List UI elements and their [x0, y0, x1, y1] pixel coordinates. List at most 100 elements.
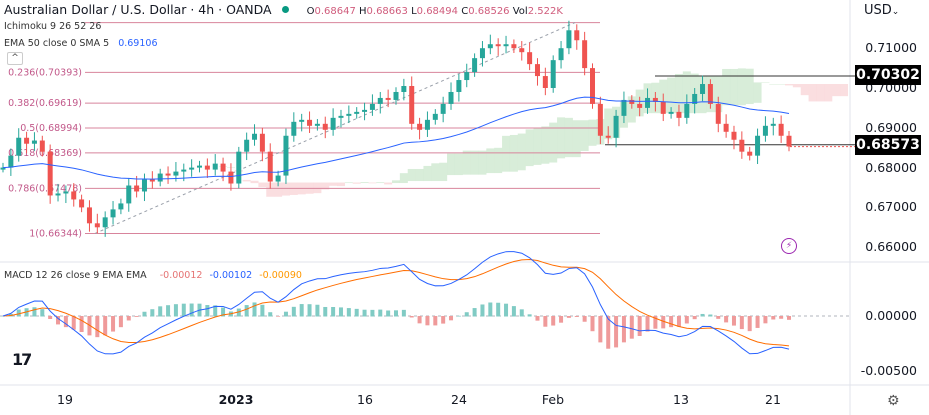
ichimoku-cloud	[219, 68, 849, 197]
symbol-legend[interactable]: Australian Dollar / U.S. Dollar · 4h · O…	[4, 2, 563, 17]
macd-histogram-bar	[362, 309, 367, 317]
candle	[204, 165, 210, 170]
macd-histogram-bar	[48, 316, 53, 319]
macd-histogram-bar	[488, 302, 493, 317]
cloud-segment	[368, 182, 377, 184]
macd-histogram-bar	[268, 312, 273, 317]
cloud-segment	[557, 117, 566, 159]
horizontal-levels[interactable]	[605, 75, 855, 148]
cloud-segment	[502, 135, 511, 172]
cloud-segment	[431, 163, 440, 182]
time-tick: 21	[765, 392, 781, 407]
macd-histogram-bar	[700, 313, 705, 317]
macd-histogram-bar	[118, 316, 123, 328]
candle	[660, 101, 666, 114]
ichimoku-legend[interactable]: Ichimoku 9 26 52 26	[4, 21, 102, 32]
macd-histogram-bar	[32, 307, 37, 317]
chevron-up-icon[interactable]: ^	[7, 52, 23, 65]
candle	[63, 191, 69, 194]
macd-histogram-bar	[676, 316, 681, 327]
macd-histogram-bar	[158, 306, 163, 317]
candle	[338, 115, 344, 118]
macd-value: -0.00012	[159, 270, 203, 281]
candle	[464, 72, 470, 81]
candle	[472, 58, 478, 73]
price-tick: 0.66000	[865, 239, 917, 255]
cloud-segment	[329, 182, 338, 186]
cloud-segment	[258, 182, 267, 188]
candle	[8, 155, 14, 168]
cloud-segment	[415, 168, 424, 182]
candle	[346, 113, 352, 116]
cloud-segment	[376, 182, 385, 184]
price-tick: 0.69000	[865, 119, 917, 135]
macd-histogram-bar	[56, 316, 61, 325]
candle	[527, 52, 533, 65]
tradingview-logo[interactable]: 17	[12, 350, 32, 369]
macd-histogram-bar	[449, 316, 454, 321]
cloud-segment	[478, 150, 487, 175]
cloud-segment	[580, 120, 589, 151]
candle	[739, 139, 745, 152]
symbol-title: Australian Dollar / U.S. Dollar · 4h · O…	[4, 2, 272, 17]
macd-histogram-bar	[299, 304, 304, 317]
candle	[432, 113, 438, 120]
macd-tick: -0.00500	[860, 363, 917, 378]
macd-histogram-bar	[346, 308, 351, 317]
macd-histogram-bar	[441, 316, 446, 324]
cloud-segment	[399, 173, 408, 184]
macd-histogram-bar	[63, 316, 68, 328]
cloud-segment	[274, 182, 283, 197]
macd-histogram-bar	[724, 316, 729, 323]
ema-legend[interactable]: EMA 50 close 0 SMA 5 0.69106	[4, 38, 158, 49]
candle	[652, 97, 658, 102]
ohlc-values: O0.68647 H0.68663 L0.68494 C0.68526 Vol2…	[306, 6, 563, 17]
macd-histogram-bar	[252, 302, 257, 317]
candle	[707, 84, 713, 104]
cloud-segment	[604, 108, 613, 140]
macd-histogram-bar	[755, 316, 760, 328]
cloud-segment	[785, 84, 793, 86]
cloud-segment	[462, 150, 471, 175]
macd-histogram-bar	[456, 315, 461, 317]
cloud-segment	[753, 82, 762, 103]
time-tick: 2023	[218, 392, 254, 407]
macd-histogram-bar	[653, 316, 658, 329]
gear-icon[interactable]: ⚙	[887, 393, 900, 409]
cloud-segment	[745, 68, 754, 105]
macd-histogram-bar	[291, 306, 296, 317]
candle	[212, 163, 218, 170]
candle	[228, 171, 234, 184]
cloud-segment	[714, 76, 723, 113]
candle	[629, 99, 635, 104]
macd-histogram-bar	[779, 316, 784, 319]
candle	[291, 121, 297, 136]
macd-histogram-bar	[236, 308, 241, 317]
candle	[479, 48, 485, 59]
macd-histogram-bar	[307, 304, 312, 317]
candle	[354, 111, 360, 114]
macd-histogram-bar	[606, 316, 611, 349]
lightning-icon[interactable]: ⚡	[781, 238, 797, 254]
cloud-segment	[313, 182, 322, 194]
macd-tick: 0.00000	[865, 308, 917, 323]
candle	[314, 123, 320, 126]
cloud-segment	[824, 84, 833, 102]
currency-selector[interactable]: USD⌄	[864, 3, 899, 18]
macd-histogram-bar	[173, 304, 178, 317]
candle	[550, 60, 556, 88]
fibonacci-retracement[interactable]: 0.236(0.70393) 0.382(0.69619) 0.5(0.68994)…	[8, 22, 600, 240]
candle	[110, 209, 116, 218]
macd-histogram-bar	[283, 311, 288, 317]
macd-histogram-bar	[189, 303, 194, 317]
time-tick: Feb	[541, 392, 565, 407]
candles	[0, 20, 792, 237]
macd-histogram-bar	[244, 305, 249, 317]
cloud-segment	[250, 180, 259, 184]
macd-signal-line	[2, 258, 790, 347]
macd-histogram-bar	[166, 305, 171, 317]
macd-legend[interactable]: MACD 12 26 close 9 EMA EMA -0.00012 -0.0…	[4, 270, 302, 281]
ema-line	[2, 96, 790, 180]
cloud-segment	[840, 84, 849, 97]
